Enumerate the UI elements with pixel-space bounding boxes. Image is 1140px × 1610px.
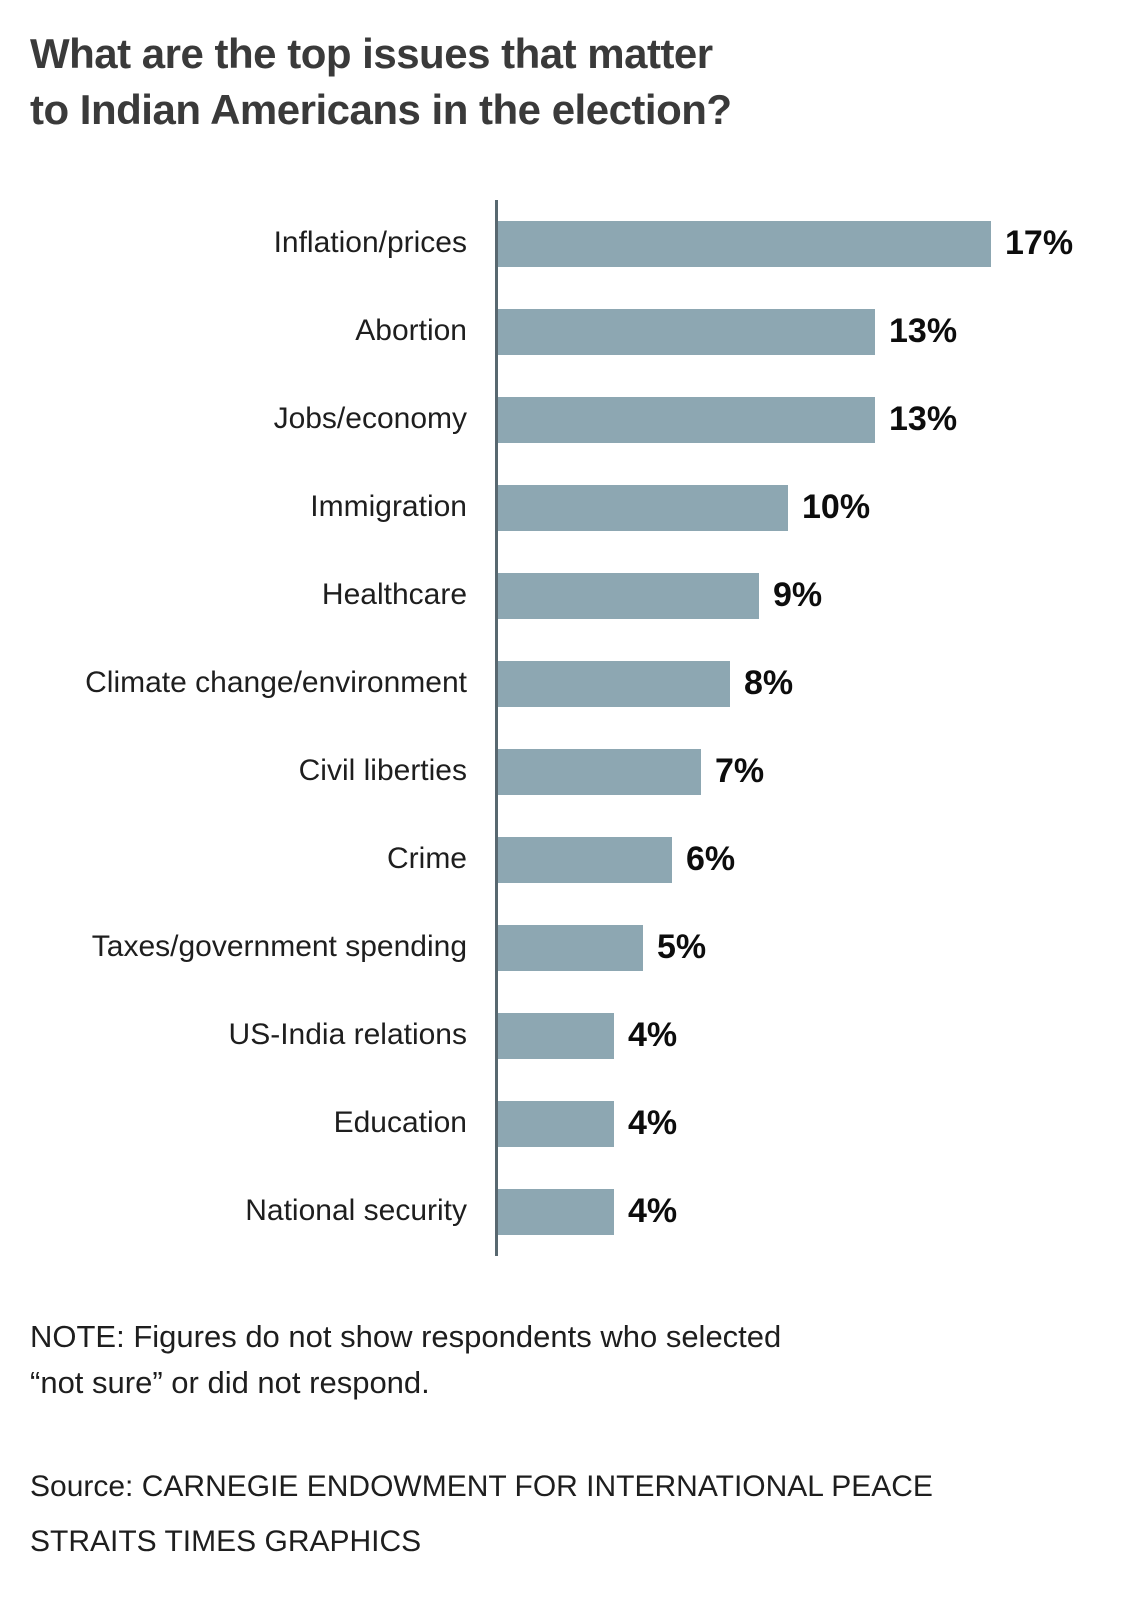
chart-row: Taxes/government spending 5%	[30, 903, 1120, 992]
bar-area: 4%	[495, 1079, 1120, 1168]
bar	[498, 484, 788, 531]
bar	[498, 396, 875, 443]
bar-area: 7%	[495, 727, 1120, 816]
category-label: Crime	[387, 842, 467, 876]
category-label: Healthcare	[321, 578, 467, 612]
note-line2: “not sure” or did not respond.	[30, 1365, 430, 1401]
bar	[498, 1188, 614, 1235]
chart-row: Jobs/economy 13%	[30, 375, 1120, 464]
category-label: Taxes/government spending	[91, 930, 467, 964]
bar-area: 17%	[495, 199, 1120, 288]
bar-area: 8%	[495, 639, 1120, 728]
category-label: US-India relations	[228, 1018, 467, 1052]
bar-area: 13%	[495, 375, 1120, 464]
bar-area: 9%	[495, 551, 1120, 640]
category-label: Inflation/prices	[273, 226, 467, 260]
chart-row: Crime 6%	[30, 815, 1120, 904]
bar-area: 13%	[495, 287, 1120, 376]
category-label: Climate change/environment	[85, 666, 467, 700]
chart-row: National security 4%	[30, 1167, 1120, 1256]
value-label: 8%	[744, 664, 794, 703]
bar-area: 4%	[495, 1167, 1120, 1256]
bar	[498, 1012, 614, 1059]
chart-row: Immigration 10%	[30, 463, 1120, 552]
chart-title-line1: What are the top issues that matter	[30, 30, 713, 77]
value-label: 4%	[628, 1104, 678, 1143]
source-line2: STRAITS TIMES GRAPHICS	[30, 1525, 422, 1559]
value-label: 9%	[773, 576, 823, 615]
category-label: Immigration	[310, 490, 467, 524]
value-label: 6%	[686, 840, 736, 879]
category-label: Abortion	[355, 314, 467, 348]
chart-title: What are the top issues that matter to I…	[30, 26, 1120, 138]
bar	[498, 836, 672, 883]
value-label: 5%	[657, 928, 707, 967]
value-label: 4%	[628, 1192, 678, 1231]
note-line1: NOTE: Figures do not show respondents wh…	[30, 1318, 782, 1354]
bar-chart: Inflation/prices 17% Abortion 13% Jobs/econo…	[30, 199, 1120, 1256]
chart-row: Education 4%	[30, 1079, 1120, 1168]
value-label: 13%	[889, 312, 958, 351]
bar	[498, 572, 759, 619]
bar-area: 4%	[495, 991, 1120, 1080]
bar	[498, 1100, 614, 1147]
source-line1: Source: CARNEGIE ENDOWMENT FOR INTERNATI…	[30, 1469, 933, 1503]
value-label: 10%	[802, 488, 871, 527]
bar-area: 10%	[495, 463, 1120, 552]
category-label: Jobs/economy	[273, 402, 467, 436]
chart-title-line2: to Indian Americans in the election?	[30, 85, 732, 133]
chart-row: Inflation/prices 17%	[30, 199, 1120, 288]
bar-area: 6%	[495, 815, 1120, 904]
note-text: NOTE: Figures do not show respondents wh…	[30, 1314, 1120, 1407]
value-label: 4%	[628, 1016, 678, 1055]
bar-area: 5%	[495, 903, 1120, 992]
chart-row: US-India relations 4%	[30, 991, 1120, 1080]
value-label: 17%	[1005, 224, 1074, 263]
value-label: 7%	[715, 752, 765, 791]
bar	[498, 748, 701, 795]
chart-row: Abortion 13%	[30, 287, 1120, 376]
bar	[498, 924, 643, 971]
source-text: Source: CARNEGIE ENDOWMENT FOR INTERNATI…	[30, 1459, 1120, 1570]
bar	[498, 220, 991, 267]
chart-row: Climate change/environment 8%	[30, 639, 1120, 728]
value-label: 13%	[889, 400, 958, 439]
category-label: Education	[333, 1106, 467, 1140]
bar	[498, 308, 875, 355]
chart-rows: Inflation/prices 17% Abortion 13% Jobs/econo…	[30, 199, 1120, 1256]
category-label: National security	[245, 1194, 467, 1228]
category-label: Civil liberties	[298, 754, 467, 788]
chart-row: Healthcare 9%	[30, 551, 1120, 640]
chart-row: Civil liberties 7%	[30, 727, 1120, 816]
bar	[498, 660, 730, 707]
